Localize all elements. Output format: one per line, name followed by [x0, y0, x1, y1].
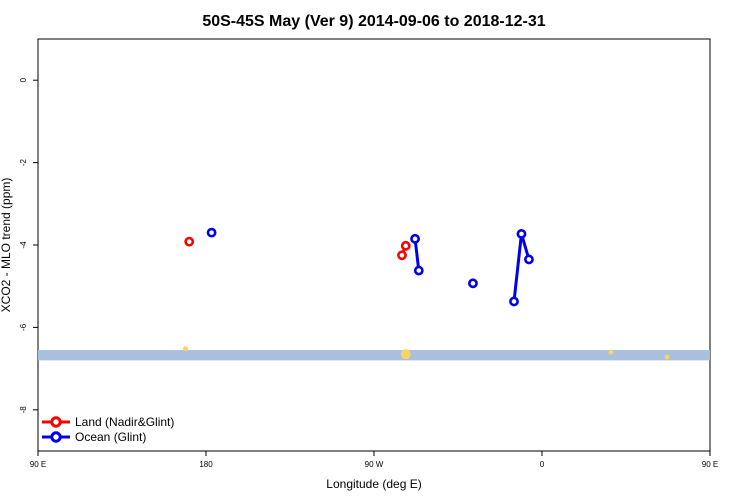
plot-area-frame	[37, 38, 711, 452]
series-layer	[184, 227, 534, 307]
series-ocean-point	[468, 278, 478, 289]
series-ocean-line	[413, 238, 421, 271]
legend-swatch-land-marker	[50, 416, 62, 428]
band-marker	[608, 349, 614, 355]
series-ocean-point	[516, 228, 527, 239]
y-tick-label: -8	[19, 406, 28, 414]
series-ocean-point	[509, 296, 519, 307]
x-tick-label: 0	[540, 460, 545, 469]
series-ocean-point	[524, 254, 534, 265]
y-tick-label: -2	[19, 158, 28, 166]
series-ocean-line	[512, 232, 531, 302]
x-tick-label: 180	[199, 460, 213, 469]
x-tick-label: 90 E	[702, 460, 718, 469]
y-axis-label: XCO2 - MLO trend (ppm)	[0, 178, 13, 313]
x-tick-label: 90 W	[365, 460, 384, 469]
legend: Land (Nadir&Glint) Ocean (Glint)	[42, 415, 174, 444]
legend-item-land: Land (Nadir&Glint)	[42, 415, 174, 429]
legend-label-ocean: Ocean (Glint)	[75, 430, 146, 444]
series-land-point	[400, 240, 411, 251]
series-ocean-point	[413, 265, 424, 276]
x-axis: 90 E 180 90 W 0 90 E	[30, 451, 718, 469]
chart-title: 50S-45S May (Ver 9) 2014-09-06 to 2018-1…	[202, 13, 545, 30]
y-tick-label: -6	[19, 323, 28, 331]
legend-item-ocean: Ocean (Glint)	[42, 430, 146, 444]
band-marker	[664, 354, 670, 360]
series-land-point	[184, 236, 195, 247]
legend-swatch-ocean-marker	[50, 431, 62, 443]
series-ocean-point	[206, 227, 217, 238]
band-marker	[400, 349, 411, 360]
legend-label-land: Land (Nadir&Glint)	[75, 415, 174, 429]
reference-band	[38, 350, 710, 361]
band-marker	[182, 346, 188, 352]
series-ocean-point	[410, 233, 420, 244]
y-axis: 0 -2 -4 -6 -8	[19, 77, 38, 413]
x-axis-label: Longitude (deg E)	[326, 477, 421, 491]
y-tick-label: -4	[19, 241, 28, 249]
x-tick-label: 90 E	[30, 460, 46, 469]
band-layer	[38, 346, 710, 361]
series-land-point	[397, 250, 407, 261]
y-tick-label: 0	[19, 77, 28, 82]
